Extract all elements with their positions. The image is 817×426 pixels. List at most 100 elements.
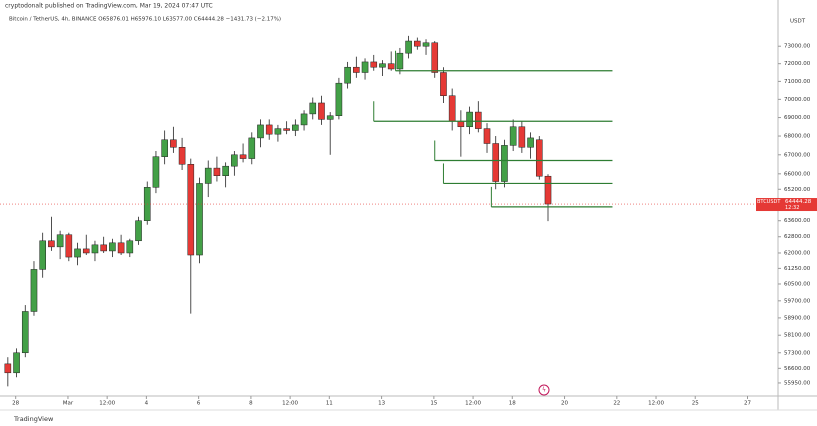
candle-body xyxy=(65,234,73,258)
candle-body xyxy=(318,102,325,120)
candle-body xyxy=(309,102,317,115)
candle-body xyxy=(292,124,299,131)
candle-body xyxy=(387,63,395,70)
x-tick-label: 4 xyxy=(145,401,149,407)
candle-body xyxy=(213,167,221,177)
y-tick-label: 58900.00 xyxy=(784,315,811,321)
candle-body xyxy=(187,164,195,256)
x-tick-label: Mar xyxy=(63,401,74,407)
footer: TradingView xyxy=(13,415,54,423)
y-tick-label: 56600.00 xyxy=(784,366,811,372)
y-tick-label: 57300.00 xyxy=(784,350,811,356)
candle-body xyxy=(135,220,142,242)
y-tick-label: 68000.00 xyxy=(784,134,811,140)
candle-body xyxy=(300,113,308,126)
candle-body xyxy=(422,42,430,47)
x-tick-label: 22 xyxy=(613,401,620,407)
candle-body xyxy=(466,111,473,128)
x-tick-label: 12:00 xyxy=(282,401,298,407)
candle-body xyxy=(431,42,439,73)
candle-body xyxy=(13,352,20,374)
candle-body xyxy=(170,139,177,148)
y-tick-label: 55950.00 xyxy=(784,380,811,386)
y-tick-label: 62800.00 xyxy=(784,234,811,240)
price-tag-bg xyxy=(782,198,817,212)
candle-body xyxy=(39,240,46,270)
candle-body xyxy=(518,126,526,148)
candle-body xyxy=(274,128,282,135)
y-tick-label: 58100.00 xyxy=(784,333,811,339)
candle-body xyxy=(326,115,334,120)
x-tick-label: 15 xyxy=(430,401,437,407)
candle-body xyxy=(379,63,386,68)
candle-body xyxy=(440,72,447,96)
candle-body xyxy=(196,183,203,256)
publisher: cryptodonalt published on TradingView.co… xyxy=(5,3,213,10)
x-tick-label: 11 xyxy=(326,401,333,407)
y-tick-label: 61250.00 xyxy=(784,266,811,272)
symbol-label: BTCUSDT xyxy=(757,199,781,205)
x-tick-label: 12:00 xyxy=(465,401,481,407)
candle-body xyxy=(265,124,273,135)
candle-body xyxy=(117,242,125,254)
y-tick-label: 66000.00 xyxy=(784,171,811,177)
candle-body xyxy=(414,40,421,47)
currency: USDT xyxy=(790,19,806,25)
y-tick-label: 67000.00 xyxy=(784,152,811,158)
x-tick-label: 25 xyxy=(692,401,699,407)
candle-body xyxy=(283,128,290,131)
candle-body xyxy=(56,234,64,248)
candle-body xyxy=(239,154,247,159)
candle-body xyxy=(109,242,116,252)
candle-body xyxy=(509,126,517,146)
candle-body xyxy=(204,167,212,184)
candle-body xyxy=(4,363,12,374)
x-tick-label: 28 xyxy=(12,401,19,407)
x-tick-label: 8 xyxy=(249,401,253,407)
y-tick-label: 60500.00 xyxy=(784,281,811,287)
x-tick-label: 13 xyxy=(378,401,385,407)
x-tick-label: 6 xyxy=(197,401,201,407)
candle-body xyxy=(361,61,369,73)
candle-body xyxy=(30,269,38,312)
candle-body xyxy=(248,137,256,159)
candle-body xyxy=(501,145,508,182)
candle-body xyxy=(335,82,343,116)
candle-body xyxy=(222,165,229,177)
chart-title: Bitcoin / TetherUS, 4h, BINANCE O65876.0… xyxy=(9,17,281,23)
y-tick-label: 70000.00 xyxy=(784,97,811,103)
y-tick-label: 72000.00 xyxy=(784,61,811,67)
candle-body xyxy=(152,156,160,188)
candle-body xyxy=(483,128,491,144)
candle-body xyxy=(544,175,552,205)
y-tick-label: 63600.00 xyxy=(784,218,811,224)
y-tick-label: 62000.00 xyxy=(784,250,811,256)
candle-body xyxy=(126,240,134,254)
candle-body xyxy=(457,120,465,128)
candle-body xyxy=(344,66,351,84)
event-icon[interactable] xyxy=(538,384,550,396)
candle-body xyxy=(91,244,99,254)
candle-body xyxy=(448,95,456,122)
candle-body xyxy=(370,61,378,68)
y-tick-label: 65200.00 xyxy=(784,187,811,193)
price-label-bg xyxy=(756,198,782,212)
candle-body xyxy=(48,240,55,248)
x-tick-label: 12:00 xyxy=(99,401,115,407)
candle-body xyxy=(231,154,238,167)
candle-body xyxy=(492,143,500,182)
candle-body xyxy=(353,66,360,73)
y-tick-label: 73000.00 xyxy=(784,44,811,50)
y-tick-label: 71000.00 xyxy=(784,79,811,85)
candle-body xyxy=(535,139,543,177)
price-label: 64444.28 xyxy=(785,199,812,205)
y-tick-label: 69000.00 xyxy=(784,115,811,121)
y-tick-label: 59700.00 xyxy=(784,298,811,304)
x-tick-label: 20 xyxy=(561,401,568,407)
candle-body xyxy=(161,139,168,157)
candle-body xyxy=(82,248,90,254)
event-icon-glyph: ϟ xyxy=(542,387,546,394)
candle-body xyxy=(74,248,81,258)
